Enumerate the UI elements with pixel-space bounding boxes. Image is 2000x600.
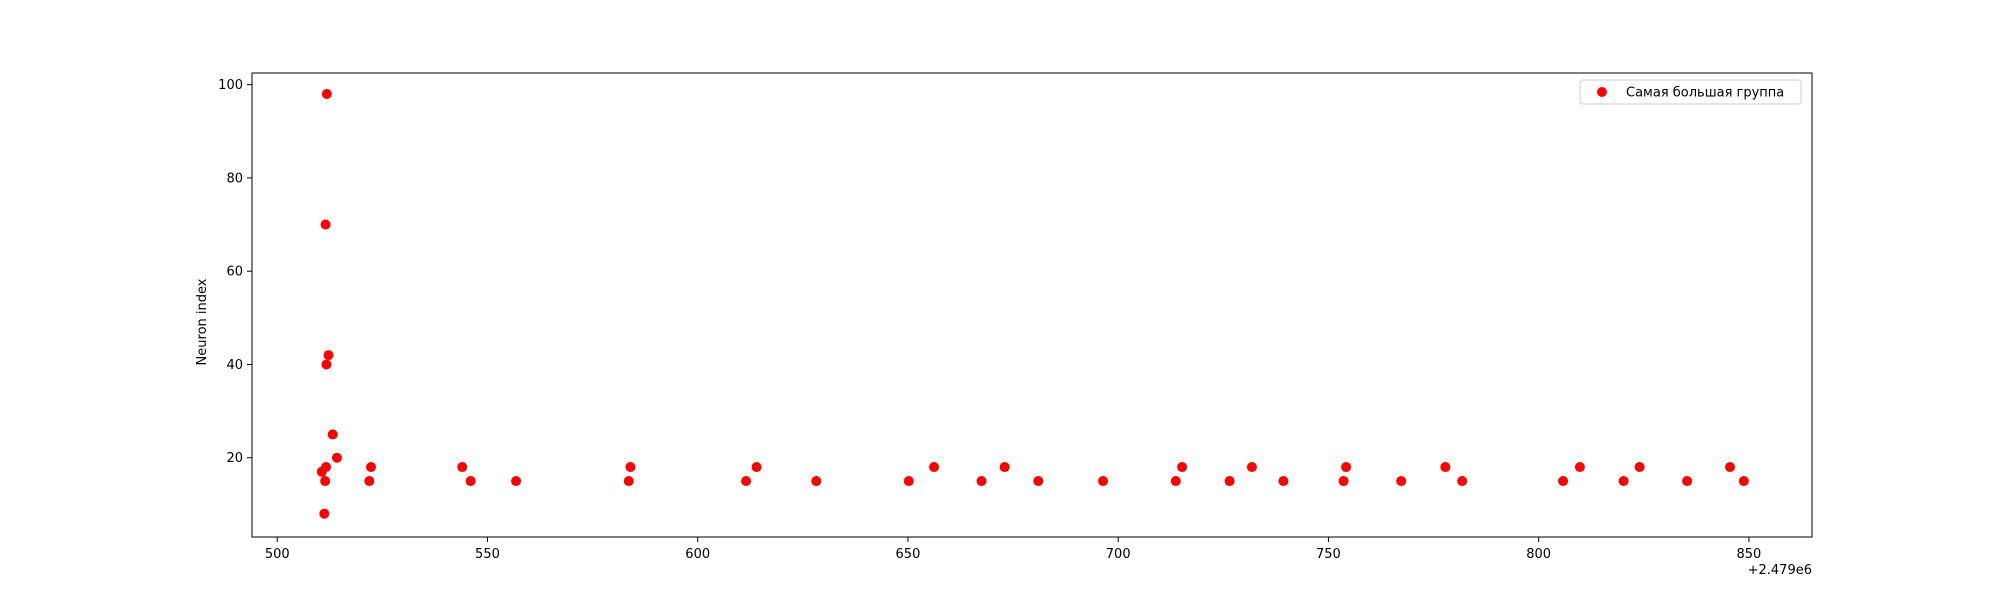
plot-area [251,72,1813,538]
y-tick-label: 20 [226,451,243,466]
data-point [811,476,822,487]
legend-label: Самая большая группа [1626,86,1784,101]
data-point [320,219,331,230]
data-point [1440,462,1451,473]
data-point [1618,476,1629,487]
y-tick-label: 100 [218,78,243,93]
data-point [625,462,636,473]
data-point [331,452,342,463]
data-point [365,462,376,473]
data-point [1738,476,1749,487]
data-point [1246,462,1257,473]
x-tick-label: 550 [475,547,500,562]
data-point [1725,462,1736,473]
y-tick-label: 40 [226,358,243,373]
data-point [1177,462,1188,473]
data-point [1338,476,1349,487]
data-point [465,476,476,487]
data-point [1634,462,1645,473]
y-axis-label: Neuron index [195,278,210,365]
plot-frame [251,72,1813,538]
data-point [457,462,468,473]
x-axis-offset-label: +2.479e6 [1748,563,1812,578]
data-point [929,462,940,473]
data-point [323,350,334,361]
legend-frame [1579,79,1802,105]
data-point [1098,476,1109,487]
data-point [1278,476,1289,487]
data-point [1396,476,1407,487]
data-point [1558,476,1569,487]
data-point [321,88,332,99]
x-tick-label: 700 [1106,547,1131,562]
data-point [321,359,332,370]
data-point [1682,476,1693,487]
x-tick-label: 850 [1737,547,1762,562]
data-point [1574,462,1585,473]
data-point [1457,476,1468,487]
data-point [319,508,330,519]
data-point [511,476,522,487]
data-point [1341,462,1352,473]
data-point [1170,476,1181,487]
data-point [1033,476,1044,487]
data-point [1224,476,1235,487]
legend-marker [1597,87,1607,97]
data-point [999,462,1010,473]
x-axis: 500 550 600 650 700 750 800 850 [265,537,1762,562]
data-point [741,476,752,487]
data-point [364,476,375,487]
y-axis: 20 40 60 80 100 [218,78,252,466]
x-tick-label: 650 [896,547,921,562]
data-point [903,476,914,487]
legend: Самая большая группа [1579,79,1802,105]
x-tick-label: 600 [685,547,710,562]
data-point [327,429,338,440]
x-tick-label: 500 [265,547,290,562]
y-tick-label: 60 [226,265,243,280]
data-point [751,462,762,473]
x-tick-label: 750 [1316,547,1341,562]
data-points [316,88,1749,519]
y-tick-label: 80 [226,171,243,186]
data-point [321,462,332,473]
data-point [320,476,331,487]
x-tick-label: 800 [1526,547,1551,562]
data-point [623,476,634,487]
data-point [976,476,987,487]
